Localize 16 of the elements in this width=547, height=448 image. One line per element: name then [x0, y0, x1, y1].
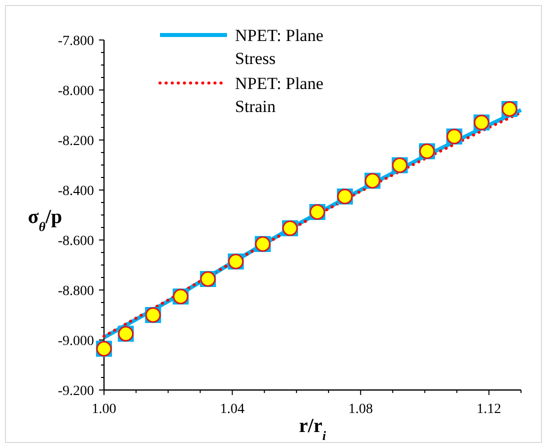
y-tick-label: -7.800 — [58, 34, 94, 49]
legend-label: NPET: Plane Stress — [235, 26, 324, 68]
y-tick-label: -9.000 — [58, 334, 94, 349]
x-axis-title: r/r$_{i}$ — [299, 415, 326, 442]
y-tick-label: -8.600 — [58, 234, 94, 249]
y-tick-label: -8.200 — [58, 134, 94, 149]
x-tick-label: 1.04 — [220, 402, 245, 417]
y-axis-title: σ$_{θ}$/p — [28, 206, 62, 234]
x-tick-label: 1.12 — [476, 402, 502, 417]
y-tick-label: -8.800 — [58, 284, 94, 299]
y-tick-label: -9.200 — [58, 384, 94, 399]
y-tick-label: -8.000 — [58, 84, 94, 99]
x-tick-label: 1.08 — [348, 402, 373, 417]
x-tick-label: 1.00 — [92, 402, 116, 417]
legend-label: NPET: Plane Strain — [235, 74, 324, 116]
y-tick-label: -8.400 — [58, 184, 94, 199]
